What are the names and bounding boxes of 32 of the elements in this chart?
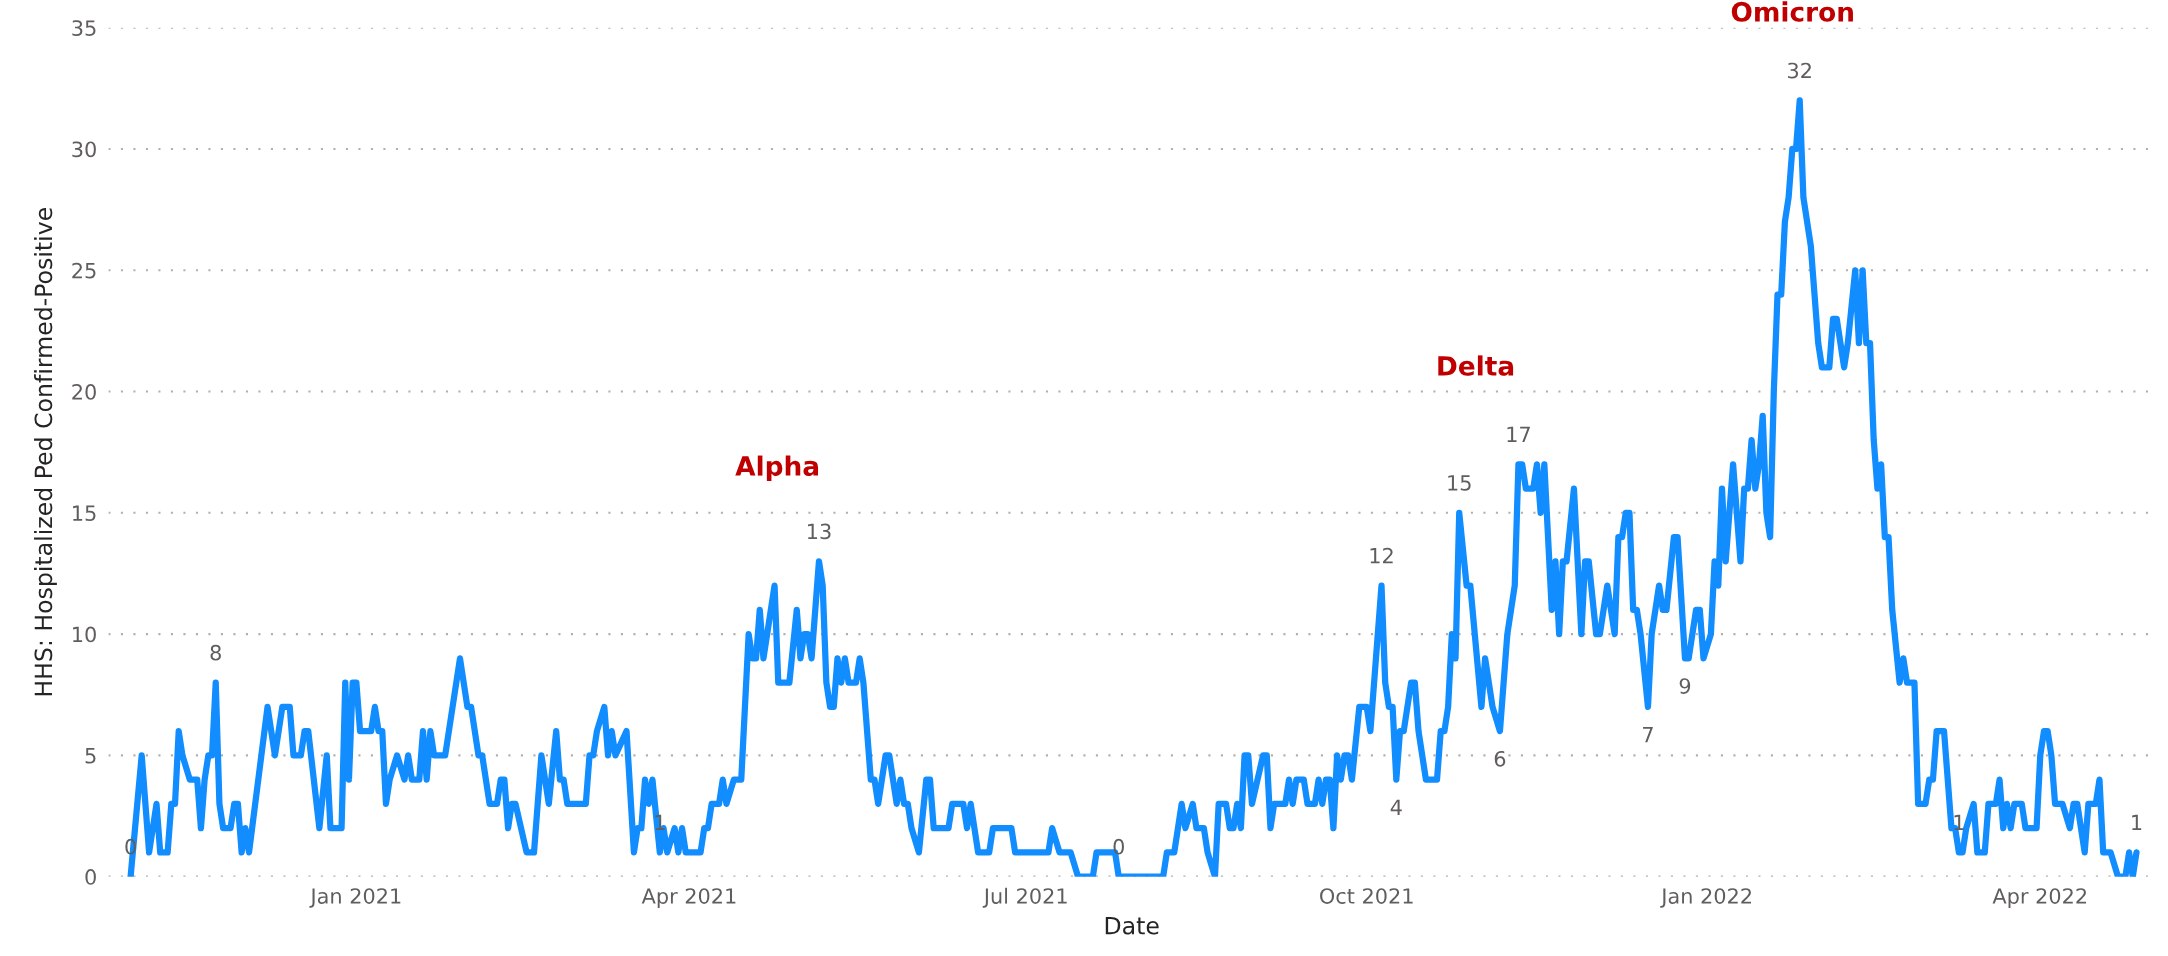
- data-label: 17: [1507, 426, 1530, 442]
- data-label: 8: [210, 644, 221, 661]
- x-tick-label: Jan 2022: [1660, 888, 1751, 908]
- y-tick-label: 0: [85, 869, 96, 885]
- data-label: 12: [1370, 547, 1393, 564]
- text: Omicron: [1731, 1, 1853, 22]
- data-label: 9: [1679, 678, 1691, 694]
- y-tick-label: 5: [85, 748, 96, 764]
- y-tick-label: 30: [72, 141, 96, 158]
- data-label: 0: [1113, 838, 1124, 855]
- data-label: 6: [1494, 750, 1506, 767]
- data-label: 4: [1390, 799, 1402, 815]
- data-label: 1: [2132, 814, 2142, 831]
- x-tick-label: Apr 2021: [641, 888, 736, 908]
- y-tick-label: 25: [72, 262, 96, 279]
- data-label: 1: [1954, 814, 1964, 831]
- annotation: Alpha: [735, 455, 819, 482]
- y-tick-label: 35: [72, 20, 96, 36]
- x-axis-title: Date: [1105, 916, 1159, 935]
- y-tick-label: 15: [73, 505, 96, 522]
- data-label: 32: [1788, 62, 1811, 79]
- x-tick-label: Oct 2021: [1320, 888, 1413, 904]
- x-tick-label: Apr 2022: [1992, 888, 2087, 908]
- data-label: 15: [1448, 475, 1471, 491]
- y-tick-label: 20: [72, 384, 96, 400]
- x-tick-label: Jan 2021: [309, 888, 401, 908]
- data-label: 7: [1643, 726, 1653, 743]
- y-tick-label: 10: [73, 626, 96, 643]
- annotation: Delta: [1438, 355, 1514, 376]
- y-axis-title: HHS: Hospitalized Ped Confirmed-Positive: [34, 208, 57, 696]
- x-tick-label: Jul 2021: [982, 887, 1067, 908]
- data-label: 13: [808, 523, 831, 540]
